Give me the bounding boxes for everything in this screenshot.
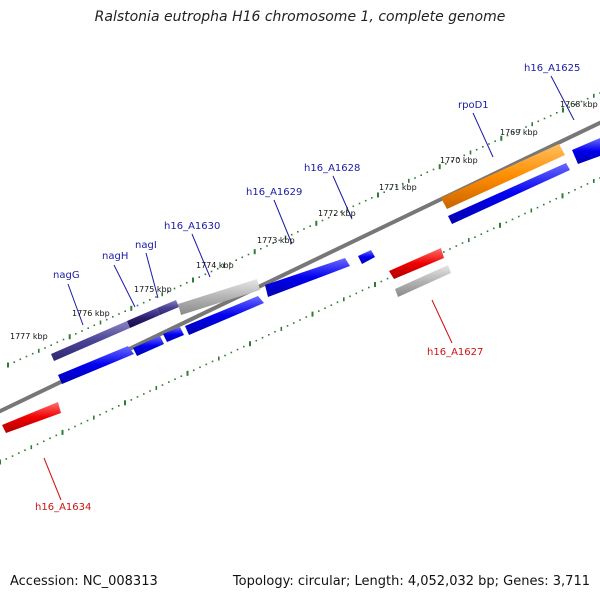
scale-label: 1768 kbp [560,100,598,109]
gene-h16-A1629[interactable] [265,258,350,297]
gene-label-h16-A1627[interactable]: h16_A1627 [427,347,483,358]
gene-label-nagI[interactable]: nagI [135,240,157,251]
gene-h16-A1630-gray[interactable] [178,279,260,315]
map-title: Ralstonia eutropha H16 chromosome 1, com… [94,9,506,25]
gene-h16-A1627[interactable] [389,248,444,279]
gene-label-h16-A1630[interactable]: h16_A1630 [164,221,220,232]
gene-rpoD1[interactable] [441,144,565,209]
scale-label: 1774 kbp [196,261,234,270]
scale-ticks-lower [0,177,600,465]
gene-forward-2[interactable] [133,336,164,356]
gene-label-h16-A1629[interactable]: h16_A1629 [246,187,302,198]
gene-h16-A1628[interactable] [358,250,375,264]
reverse-genes [2,248,451,433]
scale-label: 1775 kbp [134,285,172,294]
gene-label-rpoD1[interactable]: rpoD1 [458,100,489,111]
gene-label-nagH[interactable]: nagH [102,251,128,262]
scale-label: 1770 kbp [440,156,478,165]
gene-h16-A1627-gray[interactable] [395,265,451,297]
gene-h16-A1625[interactable] [572,138,600,164]
scale-labels: 1777 kbp 1776 kbp 1775 kbp 1774 kbp 1773… [10,100,598,341]
accession-text: Accession: NC_008313 [10,574,158,589]
gene-label-nagG[interactable]: nagG [53,270,80,281]
scale-label: 1777 kbp [10,332,48,341]
forward-genes [51,138,600,384]
gene-nagG[interactable] [51,321,130,361]
gene-nagI[interactable] [157,300,179,315]
scale-label: 1776 kbp [72,309,110,318]
gene-labels: nagG nagH nagI h16_A1630 h16_A1629 h16_A… [35,63,580,513]
scale-label: 1769 kbp [500,128,538,137]
scale-label: 1771 kbp [379,183,417,192]
gene-h16-A1634[interactable] [2,402,61,433]
scale-label: 1773 kbp [257,236,295,245]
gene-forward-3[interactable] [163,327,184,342]
scale-label: 1772 kbp [318,209,356,218]
scale-ticks-upper [7,92,600,368]
gene-label-h16-A1634[interactable]: h16_A1634 [35,502,91,513]
genome-stats-text: Topology: circular; Length: 4,052,032 bp… [232,574,590,589]
gene-forward-5[interactable] [448,163,570,224]
gene-forward-1[interactable] [58,346,134,384]
label-leaders [43,75,575,501]
gene-label-h16-A1628[interactable]: h16_A1628 [304,163,360,174]
gene-forward-4[interactable] [185,296,264,335]
gene-label-h16-A1625[interactable]: h16_A1625 [524,63,580,74]
gene-nagH[interactable] [127,308,160,328]
